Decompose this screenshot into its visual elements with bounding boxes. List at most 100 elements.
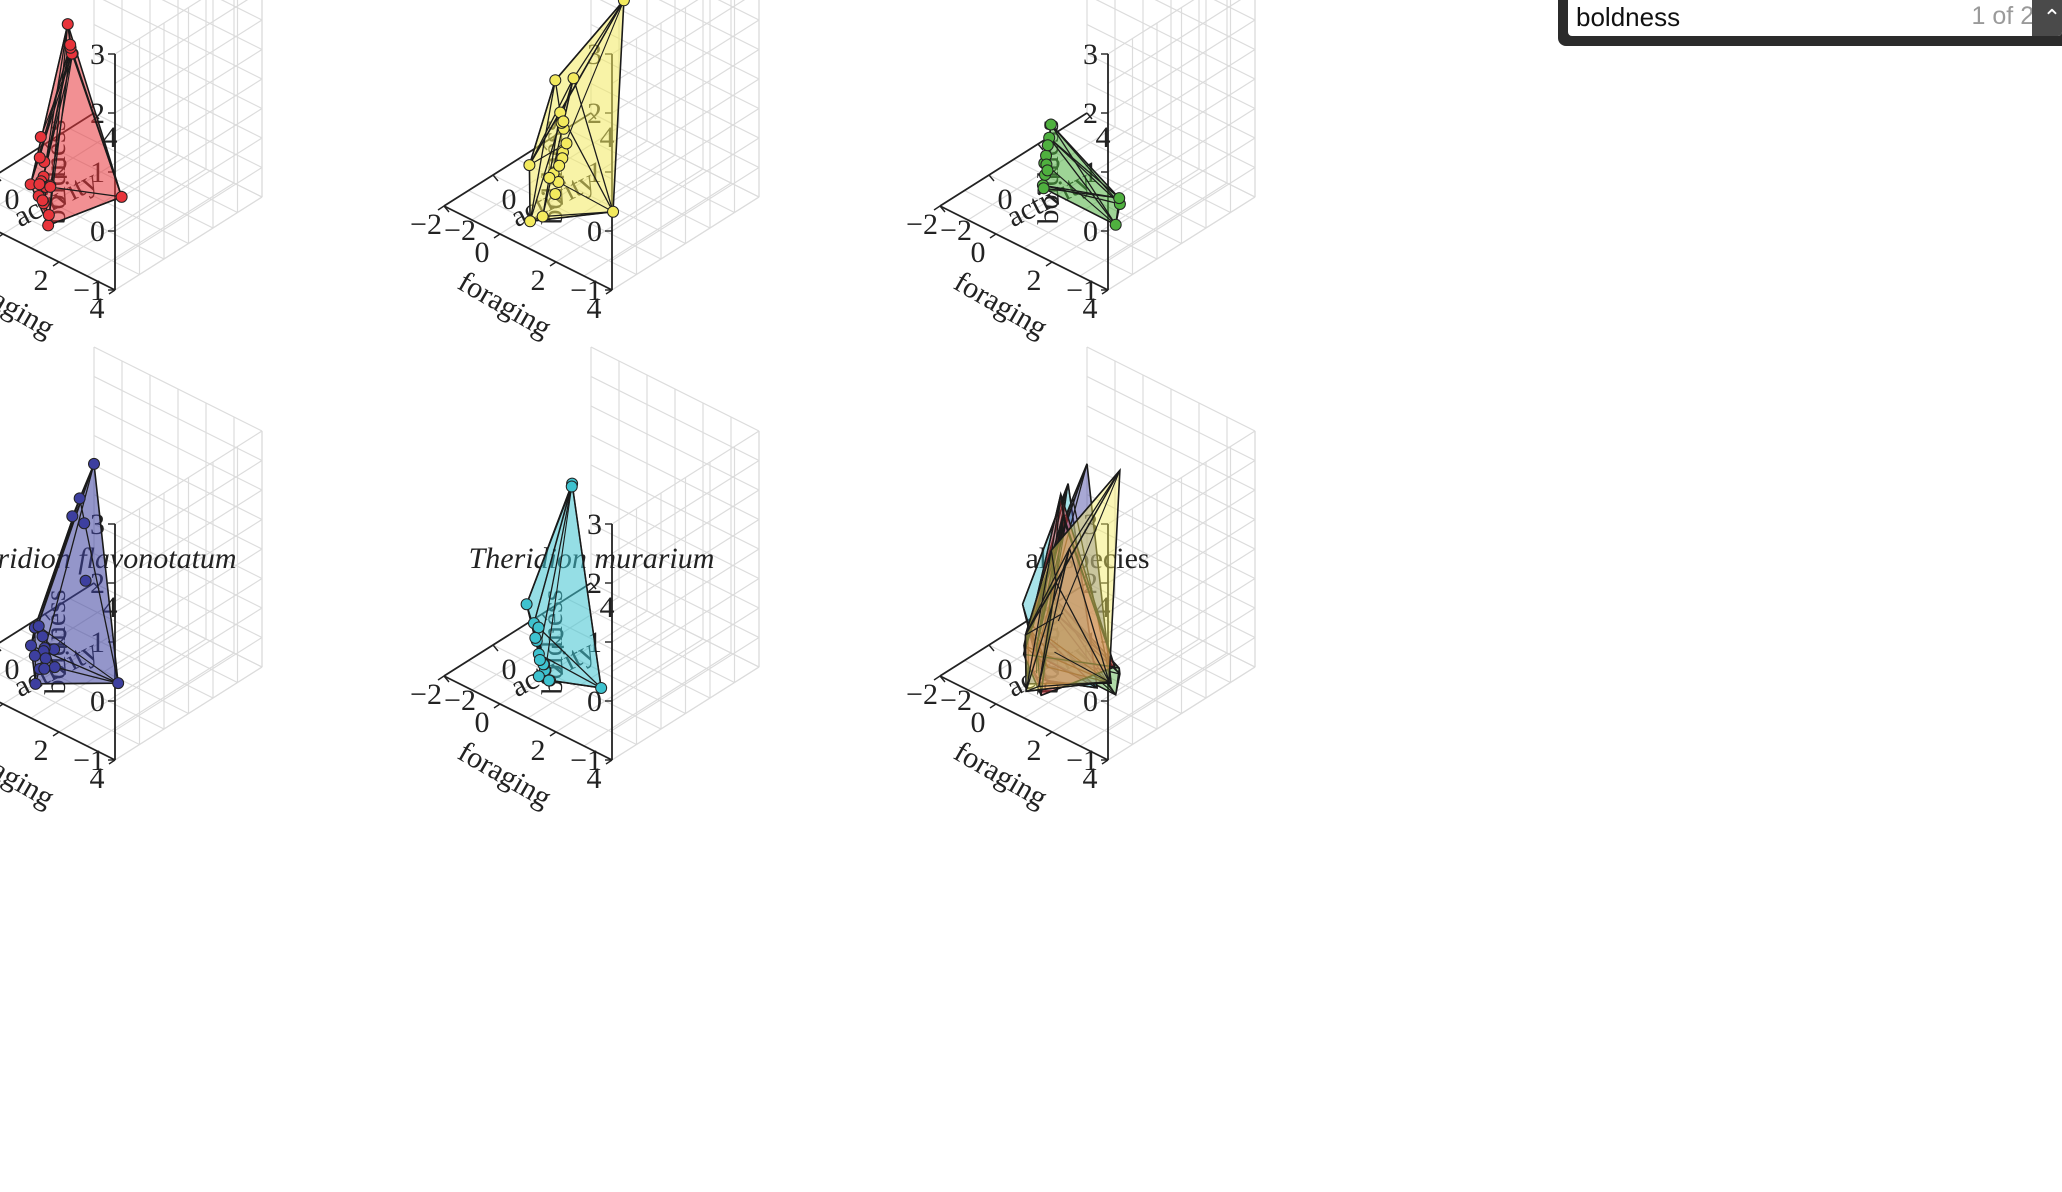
x-tick-label: −2 [940, 214, 972, 247]
data-point-5 [520, 598, 533, 611]
y-tick [52, 731, 60, 737]
data-point-1 [34, 131, 47, 143]
hull-edge [1038, 681, 1110, 688]
x-axis-line [939, 582, 1088, 677]
data-point-3 [1037, 182, 1050, 195]
hull-edge [571, 483, 602, 689]
y-tick-label: 0 [971, 236, 986, 269]
gridline [93, 523, 263, 609]
gridline [1213, 0, 1256, 21]
data-point-5 [533, 653, 546, 666]
data-point-1 [33, 178, 46, 191]
gridline [611, 0, 746, 85]
x-tick-label: 0 [502, 653, 517, 686]
gridline [1154, 0, 1256, 51]
z-tick-label: 3 [1083, 38, 1098, 71]
y-axis-line [939, 675, 1109, 761]
x-tick-label: 0 [998, 183, 1013, 216]
y-tick-label: 2 [34, 264, 49, 297]
hull-edge [1068, 469, 1121, 549]
gridline [590, 523, 760, 609]
hull-edge [544, 483, 573, 671]
x-tick-label: 0 [5, 653, 20, 686]
gridline [114, 19, 263, 114]
hull-face [528, 0, 625, 223]
gridline [1086, 375, 1256, 462]
gridline [590, 434, 760, 521]
y-tick-label: 4 [587, 762, 602, 795]
y-tick [52, 261, 60, 267]
gridline [93, 552, 263, 639]
plot-4: −2024420−2−10123activityforagingboldness… [0, 346, 263, 814]
gridline [1107, 607, 1256, 702]
z-tick-label: −1 [1066, 274, 1098, 307]
gridline [1107, 19, 1256, 114]
gridline [114, 78, 263, 173]
y-tick-label: 4 [1083, 762, 1098, 795]
y-tick-label: 4 [587, 292, 602, 325]
hull-edge [1038, 582, 1057, 687]
gridline [590, 552, 760, 639]
plot-5: −2024420−2−10123activityforagingboldness… [410, 346, 760, 814]
gridline [590, 493, 760, 580]
hull-edge [1035, 514, 1064, 647]
x-tick-label: 0 [502, 183, 517, 216]
y-tick [989, 233, 997, 239]
data-point-4 [25, 639, 37, 652]
x-tick [443, 205, 450, 213]
x-tick-label: 4 [1096, 121, 1111, 154]
gridline [1107, 48, 1256, 144]
x-tick-label: 2 [1047, 622, 1062, 655]
hull-edge [529, 78, 575, 222]
gridline [114, 137, 263, 232]
y-tick-label: −2 [906, 678, 938, 711]
gridline [611, 489, 760, 584]
hull-edge [1062, 514, 1116, 668]
gridline [114, 577, 263, 673]
gridline [1107, 137, 1256, 232]
data-point-2 [549, 188, 562, 200]
y-tick [437, 675, 445, 681]
find-input[interactable] [1576, 0, 1856, 34]
data-point-4 [32, 620, 45, 633]
gridline [1107, 166, 1256, 262]
hull-edge [554, 0, 625, 81]
gridline [1107, 107, 1256, 203]
gridline [611, 518, 760, 614]
z-tick-label: 0 [1083, 215, 1098, 248]
y-tick-label: 4 [90, 292, 105, 325]
hull-edge [561, 0, 625, 152]
hull-edge [79, 498, 119, 684]
data-point-2 [549, 74, 562, 87]
y-tick-label: −2 [906, 208, 938, 241]
gridline [1107, 518, 1256, 614]
x-tick-label: −2 [940, 684, 972, 717]
hull-edge [538, 653, 602, 689]
find-bar: 1 of 21 ⌃ [1558, 0, 2062, 46]
y-tick-label: 2 [531, 264, 546, 297]
gridline [611, 137, 760, 232]
x-tick [590, 582, 597, 590]
y-tick [989, 703, 997, 709]
gridline [58, 638, 207, 733]
data-point-4 [28, 649, 41, 662]
gridline [114, 459, 263, 555]
data-point-1 [115, 190, 128, 203]
gridline [1086, 493, 1256, 580]
gridline [611, 166, 760, 262]
z-tick-label: −1 [570, 744, 602, 777]
x-tick-label: −2 [444, 214, 476, 247]
hull-edge [1050, 124, 1117, 226]
gridline [161, 0, 263, 51]
gridline [220, 0, 263, 21]
x-tick [0, 178, 2, 182]
chevron-up-icon[interactable]: ⌃ [2032, 0, 2062, 36]
plot-title: Theridion flavonotatum [0, 542, 237, 575]
hull-edge [572, 0, 625, 79]
y-tick [1045, 261, 1053, 267]
data-point-1 [42, 208, 55, 221]
